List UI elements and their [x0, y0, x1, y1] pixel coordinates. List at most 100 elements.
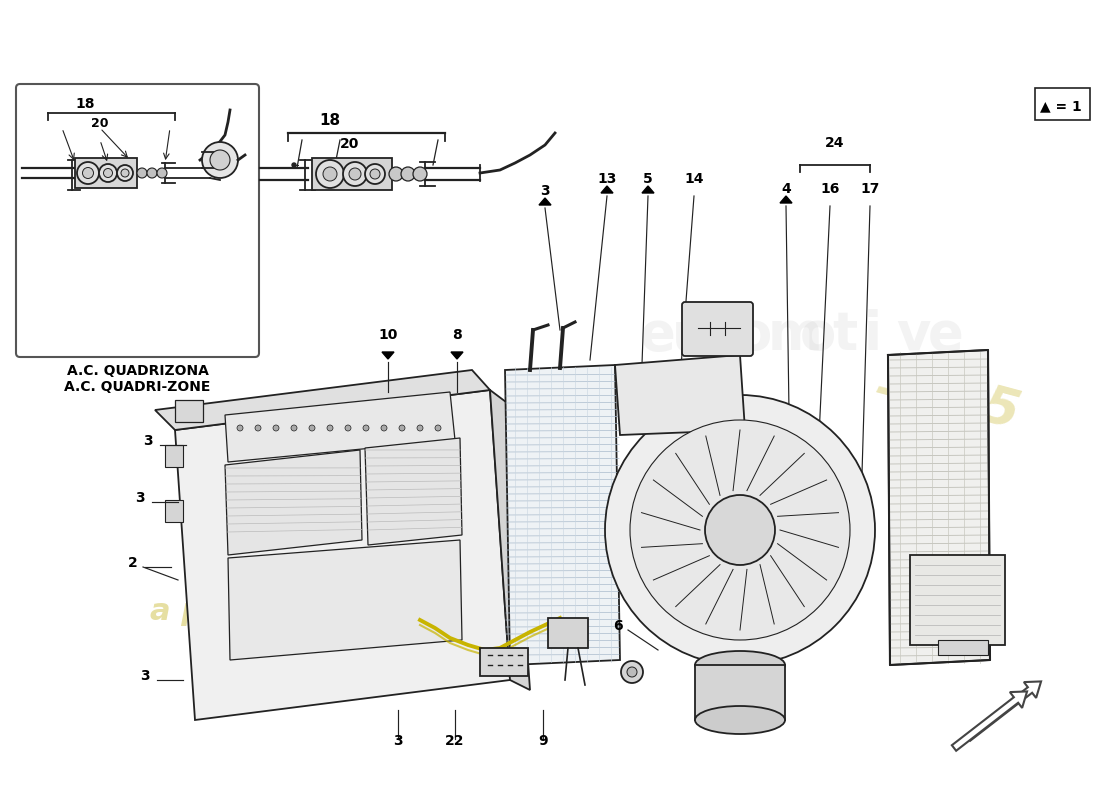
- Bar: [480, 648, 528, 676]
- Circle shape: [349, 168, 361, 180]
- Circle shape: [389, 167, 403, 181]
- Polygon shape: [539, 198, 551, 205]
- Text: 17: 17: [860, 182, 880, 196]
- Circle shape: [255, 425, 261, 431]
- Text: 8: 8: [452, 328, 462, 342]
- Bar: [548, 618, 588, 648]
- Circle shape: [82, 167, 94, 178]
- Circle shape: [363, 425, 368, 431]
- Bar: [938, 640, 988, 655]
- Ellipse shape: [695, 651, 785, 679]
- Text: a passion since 1985: a passion since 1985: [150, 597, 508, 626]
- Text: ▲ = 1: ▲ = 1: [1040, 99, 1081, 113]
- Circle shape: [323, 167, 337, 181]
- Text: 3: 3: [540, 184, 550, 198]
- FancyArrow shape: [966, 682, 1041, 741]
- Polygon shape: [505, 365, 620, 665]
- Text: 2: 2: [128, 556, 138, 570]
- Polygon shape: [888, 350, 990, 665]
- Polygon shape: [365, 438, 462, 545]
- Polygon shape: [226, 392, 455, 462]
- Circle shape: [309, 425, 315, 431]
- FancyBboxPatch shape: [16, 84, 258, 357]
- Circle shape: [99, 164, 117, 182]
- Circle shape: [117, 165, 133, 181]
- Circle shape: [327, 425, 333, 431]
- Circle shape: [157, 168, 167, 178]
- Circle shape: [365, 164, 385, 184]
- Text: 22: 22: [446, 734, 464, 748]
- Circle shape: [236, 425, 243, 431]
- Text: 10: 10: [378, 328, 398, 342]
- Text: A.C. QUADRI-ZONE: A.C. QUADRI-ZONE: [64, 380, 211, 394]
- Circle shape: [621, 661, 643, 683]
- Bar: [312, 158, 392, 190]
- Text: 3: 3: [140, 669, 150, 683]
- Bar: [175, 400, 204, 422]
- Text: 16: 16: [821, 182, 839, 196]
- Circle shape: [138, 168, 147, 178]
- Circle shape: [381, 425, 387, 431]
- Text: v: v: [896, 309, 931, 361]
- Circle shape: [434, 425, 441, 431]
- Circle shape: [370, 169, 379, 179]
- Circle shape: [147, 168, 157, 178]
- Circle shape: [77, 162, 99, 184]
- Circle shape: [630, 420, 850, 640]
- Circle shape: [202, 142, 238, 178]
- Circle shape: [292, 163, 296, 167]
- Text: o: o: [736, 309, 772, 361]
- Circle shape: [292, 425, 297, 431]
- Text: 20: 20: [340, 137, 360, 151]
- Polygon shape: [175, 390, 510, 720]
- Circle shape: [343, 162, 367, 186]
- Text: A.C. QUADRIZONA: A.C. QUADRIZONA: [67, 364, 208, 378]
- Circle shape: [605, 395, 874, 665]
- Circle shape: [402, 167, 415, 181]
- Text: 3: 3: [135, 491, 145, 505]
- Text: 20: 20: [91, 117, 109, 130]
- Text: 1985: 1985: [870, 353, 1025, 441]
- Circle shape: [345, 425, 351, 431]
- Circle shape: [417, 425, 424, 431]
- Bar: [910, 555, 1005, 645]
- Text: e: e: [928, 309, 964, 361]
- Text: m: m: [768, 309, 823, 361]
- Polygon shape: [615, 355, 745, 435]
- Text: r: r: [704, 309, 730, 361]
- Circle shape: [412, 167, 427, 181]
- Text: 18: 18: [75, 97, 95, 111]
- Text: 14: 14: [684, 172, 704, 186]
- Text: e: e: [640, 309, 675, 361]
- Polygon shape: [601, 186, 613, 193]
- Circle shape: [121, 169, 129, 177]
- Text: t: t: [832, 309, 857, 361]
- Polygon shape: [228, 540, 462, 660]
- Circle shape: [399, 425, 405, 431]
- Text: u: u: [672, 309, 710, 361]
- Circle shape: [316, 160, 344, 188]
- Polygon shape: [780, 196, 792, 203]
- Circle shape: [273, 425, 279, 431]
- Circle shape: [103, 169, 112, 178]
- Text: 4: 4: [781, 182, 791, 196]
- Polygon shape: [155, 370, 490, 430]
- Bar: [695, 665, 785, 720]
- Bar: [165, 500, 183, 522]
- Text: 3: 3: [143, 434, 153, 448]
- Text: 5: 5: [644, 172, 653, 186]
- Polygon shape: [490, 390, 530, 690]
- Polygon shape: [226, 450, 362, 555]
- Polygon shape: [642, 186, 654, 193]
- Bar: [1035, 88, 1090, 120]
- Ellipse shape: [695, 706, 785, 734]
- Text: i: i: [864, 309, 882, 361]
- Bar: [75, 158, 138, 188]
- Text: 24: 24: [825, 136, 845, 150]
- Text: 3: 3: [393, 734, 403, 748]
- FancyBboxPatch shape: [682, 302, 754, 356]
- Text: 9: 9: [538, 734, 548, 748]
- Bar: [165, 445, 183, 467]
- Text: 13: 13: [597, 172, 617, 186]
- Circle shape: [705, 495, 776, 565]
